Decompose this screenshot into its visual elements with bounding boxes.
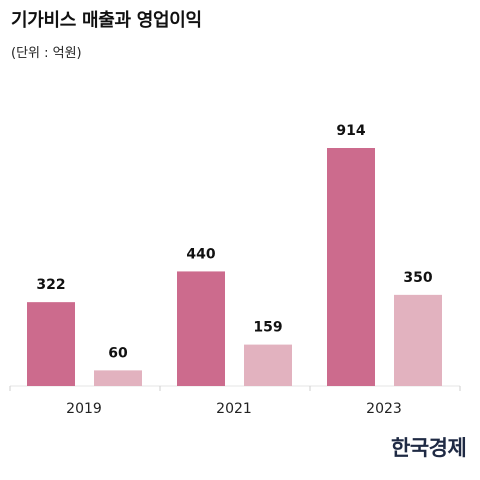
bar	[394, 294, 442, 386]
bar-value-label: 350	[403, 270, 432, 286]
bar	[177, 271, 225, 386]
axis-layer	[9, 385, 461, 391]
unit-label: (단위 : 억원)	[11, 46, 82, 61]
label-layer: 2019 322 60 2021 440 159 2023 914 350	[36, 123, 432, 417]
publisher-logo: 한국경제	[391, 435, 467, 460]
bar	[27, 302, 75, 386]
bar	[244, 344, 292, 386]
bar-value-label: 60	[108, 345, 128, 361]
bar-value-label: 914	[336, 123, 365, 139]
bar	[94, 370, 142, 386]
x-tick-label: 2021	[216, 401, 252, 417]
bar-layer	[27, 148, 442, 386]
bar	[327, 148, 375, 386]
chart-title: 기가비스 매출과 영업이익	[11, 10, 202, 31]
bar-value-label: 440	[186, 246, 215, 262]
x-tick-label: 2019	[66, 401, 102, 417]
x-tick-label: 2023	[366, 401, 402, 417]
bar-value-label: 322	[36, 277, 65, 293]
bar-value-label: 159	[253, 320, 282, 336]
